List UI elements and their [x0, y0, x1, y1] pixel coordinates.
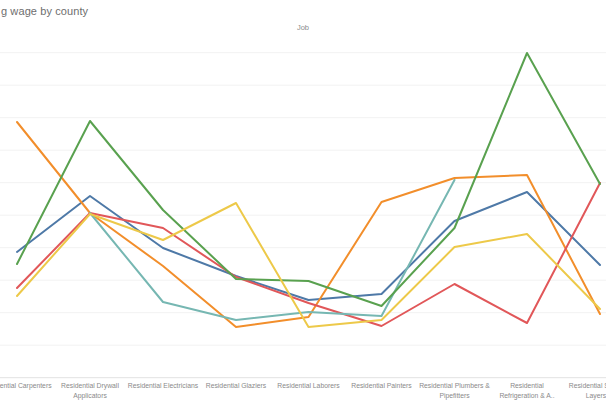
x-axis-label: Residential SidingLayers — [548, 381, 606, 400]
x-axis-labels: Residential CarpentersResidential Drywal… — [0, 0, 606, 404]
page: { "title": "g wage by county", "axis_top… — [0, 0, 606, 404]
